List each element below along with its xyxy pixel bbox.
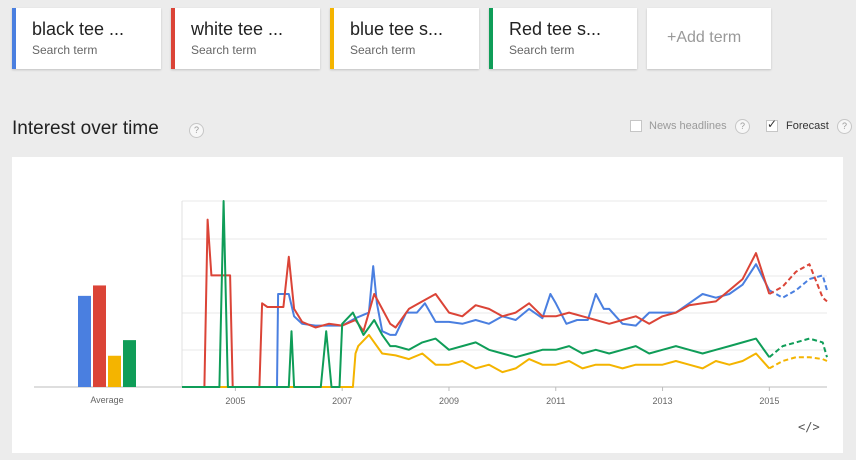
x-tick-label: 2009 xyxy=(439,396,459,406)
term-name: black tee ... xyxy=(32,19,125,39)
term-card-blue-tee[interactable]: blue tee s... Search term xyxy=(330,8,479,69)
help-icon[interactable]: ? xyxy=(735,119,750,134)
term-subtitle: Search term xyxy=(191,43,257,57)
embed-code-icon[interactable]: </> xyxy=(798,420,820,434)
term-name: blue tee s... xyxy=(350,19,444,39)
chart-canvas: Average 2005 2007 2009 2011 2013 2015 xyxy=(34,200,828,406)
term-color-stripe xyxy=(12,8,16,69)
x-tick-label: 2013 xyxy=(653,396,673,406)
forecast-line xyxy=(768,263,828,303)
term-color-stripe xyxy=(489,8,493,69)
term-subtitle: Search term xyxy=(509,43,575,57)
term-card-white-tee[interactable]: white tee ... Search term xyxy=(171,8,320,69)
help-icon[interactable]: ? xyxy=(189,123,204,138)
checkmark-icon: ✓ xyxy=(767,117,778,131)
average-label: Average xyxy=(90,395,123,405)
term-name: Red tee s... xyxy=(509,19,602,39)
term-card-red-tee[interactable]: Red tee s... Search term xyxy=(489,8,637,69)
x-tick-label: 2005 xyxy=(225,396,245,406)
term-subtitle: Search term xyxy=(350,43,416,57)
x-tick-label: 2011 xyxy=(546,396,565,406)
news-headlines-label: News headlines xyxy=(649,120,727,132)
forecast-label: Forecast xyxy=(786,120,829,132)
section-title: Interest over time xyxy=(12,118,159,139)
forecast-line xyxy=(768,274,828,299)
average-bar xyxy=(78,295,91,387)
term-subtitle: Search term xyxy=(32,43,98,57)
add-term-button[interactable]: +Add term xyxy=(647,8,771,69)
average-bar xyxy=(123,340,136,387)
news-headlines-checkbox[interactable] xyxy=(630,120,642,132)
term-color-stripe xyxy=(330,8,334,69)
series-line xyxy=(182,333,771,388)
term-name: white tee ... xyxy=(191,19,284,39)
help-icon[interactable]: ? xyxy=(837,119,852,134)
x-tick-label: 2007 xyxy=(332,396,352,406)
term-color-stripe xyxy=(171,8,175,69)
series-line xyxy=(182,200,771,388)
forecast-checkbox[interactable]: ✓ xyxy=(766,117,778,132)
average-bar xyxy=(108,355,121,387)
forecast-line xyxy=(768,337,828,358)
x-tick-label: 2015 xyxy=(759,396,779,406)
term-card-black-tee[interactable]: black tee ... Search term xyxy=(12,8,161,69)
forecast-line xyxy=(768,356,828,370)
interest-over-time-chart: Average 2005 2007 2009 2011 2013 2015 </> xyxy=(12,157,843,453)
average-bar xyxy=(93,285,106,387)
